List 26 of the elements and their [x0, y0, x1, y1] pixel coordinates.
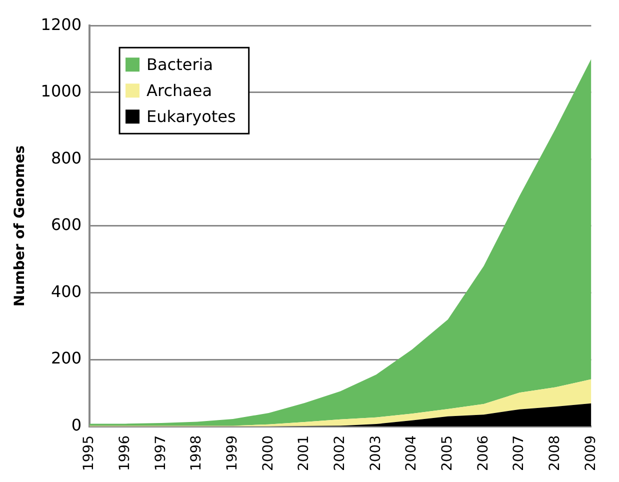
x-tick-label: 2009	[582, 435, 599, 472]
x-tick-label: 2007	[511, 435, 528, 472]
x-tick-label: 1999	[224, 435, 240, 472]
x-tick-label: 2003	[368, 435, 384, 472]
x-tick-label: 2006	[475, 435, 492, 472]
y-tick-label: 200	[50, 348, 82, 368]
y-tick-label: 0	[71, 416, 82, 435]
x-tick-label: 1995	[81, 435, 98, 472]
x-tick-label: 2002	[332, 435, 348, 472]
y-tick-label: 600	[50, 215, 82, 234]
x-tick-label: 1998	[188, 435, 205, 472]
x-tick-label: 2005	[440, 435, 456, 472]
x-tick-label: 2008	[547, 435, 564, 472]
x-tick-label: 2004	[404, 435, 420, 472]
y-tick-label: 1000	[40, 82, 82, 101]
y-tick-label: 400	[50, 282, 82, 301]
y-tick-label: 1200	[40, 14, 82, 34]
y-axis-title: Number of Genomes	[12, 145, 28, 307]
y-tick-label: 800	[50, 148, 82, 168]
x-tick-label: 2000	[260, 435, 276, 472]
legend-label: Archaea	[146, 80, 212, 100]
x-tick-label: 2001	[296, 435, 312, 472]
x-tick-label: 1997	[152, 435, 169, 472]
legend-label: Bacteria	[146, 54, 214, 74]
x-tick-label: 1996	[116, 435, 133, 472]
legend-label: Eukaryotes	[146, 106, 236, 126]
